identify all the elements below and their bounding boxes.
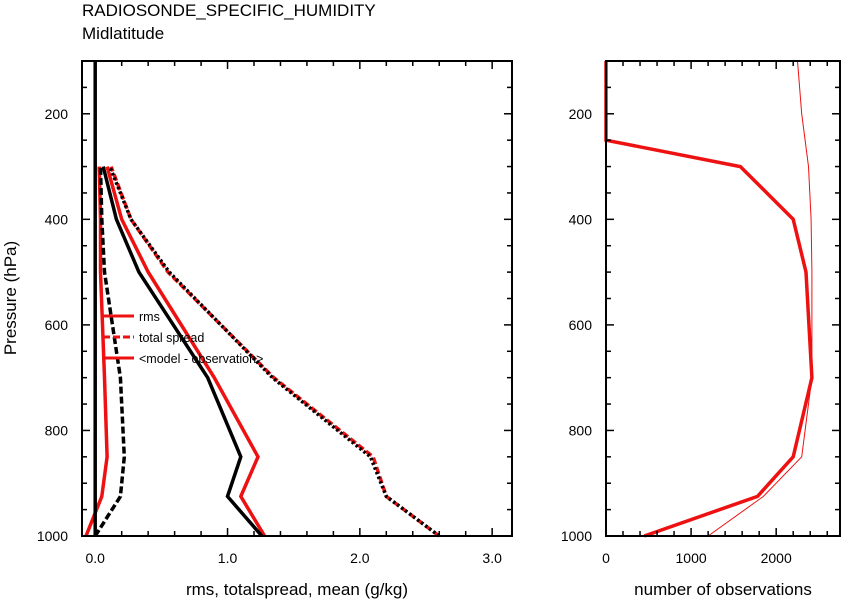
legend-label: <model - observation> (139, 352, 263, 366)
left-y-tick-label: 800 (45, 422, 69, 438)
left-x-tick-label: 0.0 (85, 550, 105, 566)
y-axis-label: Pressure (hPa) (1, 241, 20, 355)
left-y-tick-label: 600 (45, 317, 69, 333)
legend-label: rms (139, 310, 160, 324)
right-series-line-1 (707, 60, 813, 537)
right-x-tick-label: 2000 (761, 550, 792, 566)
right-y-tick-label: 400 (569, 211, 593, 227)
right-y-tick-label: 1000 (561, 528, 592, 544)
right-plot-frame (605, 60, 841, 537)
left-plot-frame (81, 60, 513, 537)
right-y-tick-label: 800 (569, 422, 593, 438)
right-x-axis-label: number of observations (634, 580, 812, 599)
left-x-tick-label: 1.0 (218, 550, 238, 566)
left-x-axis-label: rms, totalspread, mean (g/kg) (186, 580, 408, 599)
left-y-tick-label: 1000 (37, 528, 68, 544)
right-x-tick-label: 0 (602, 550, 610, 566)
chart-title: RADIOSONDE_SPECIFIC_HUMIDITY (82, 1, 376, 20)
left-x-tick-label: 2.0 (350, 550, 370, 566)
left-y-tick-label: 400 (45, 211, 69, 227)
left-series-line-3 (101, 166, 264, 538)
left-x-tick-label: 3.0 (482, 550, 502, 566)
right-y-tick-label: 600 (569, 317, 593, 333)
left-panel: 200 400 600 800 1000 0.0 1.0 2.0 3.0 rms total spr… (37, 60, 513, 566)
left-y-tick-label: 200 (45, 106, 69, 122)
chart-subtitle: Midlatitude (82, 24, 164, 43)
legend-label: total spread (139, 331, 204, 345)
right-series-line-0 (604, 61, 814, 538)
right-panel: 200 400 600 800 1000 0 1000 2000 (561, 60, 841, 566)
right-y-tick-label: 200 (569, 106, 593, 122)
right-x-tick-label: 1000 (676, 550, 707, 566)
left-series-line-5 (93, 166, 127, 537)
left-series-line-4 (108, 165, 441, 538)
left-series-line-0 (105, 166, 267, 537)
